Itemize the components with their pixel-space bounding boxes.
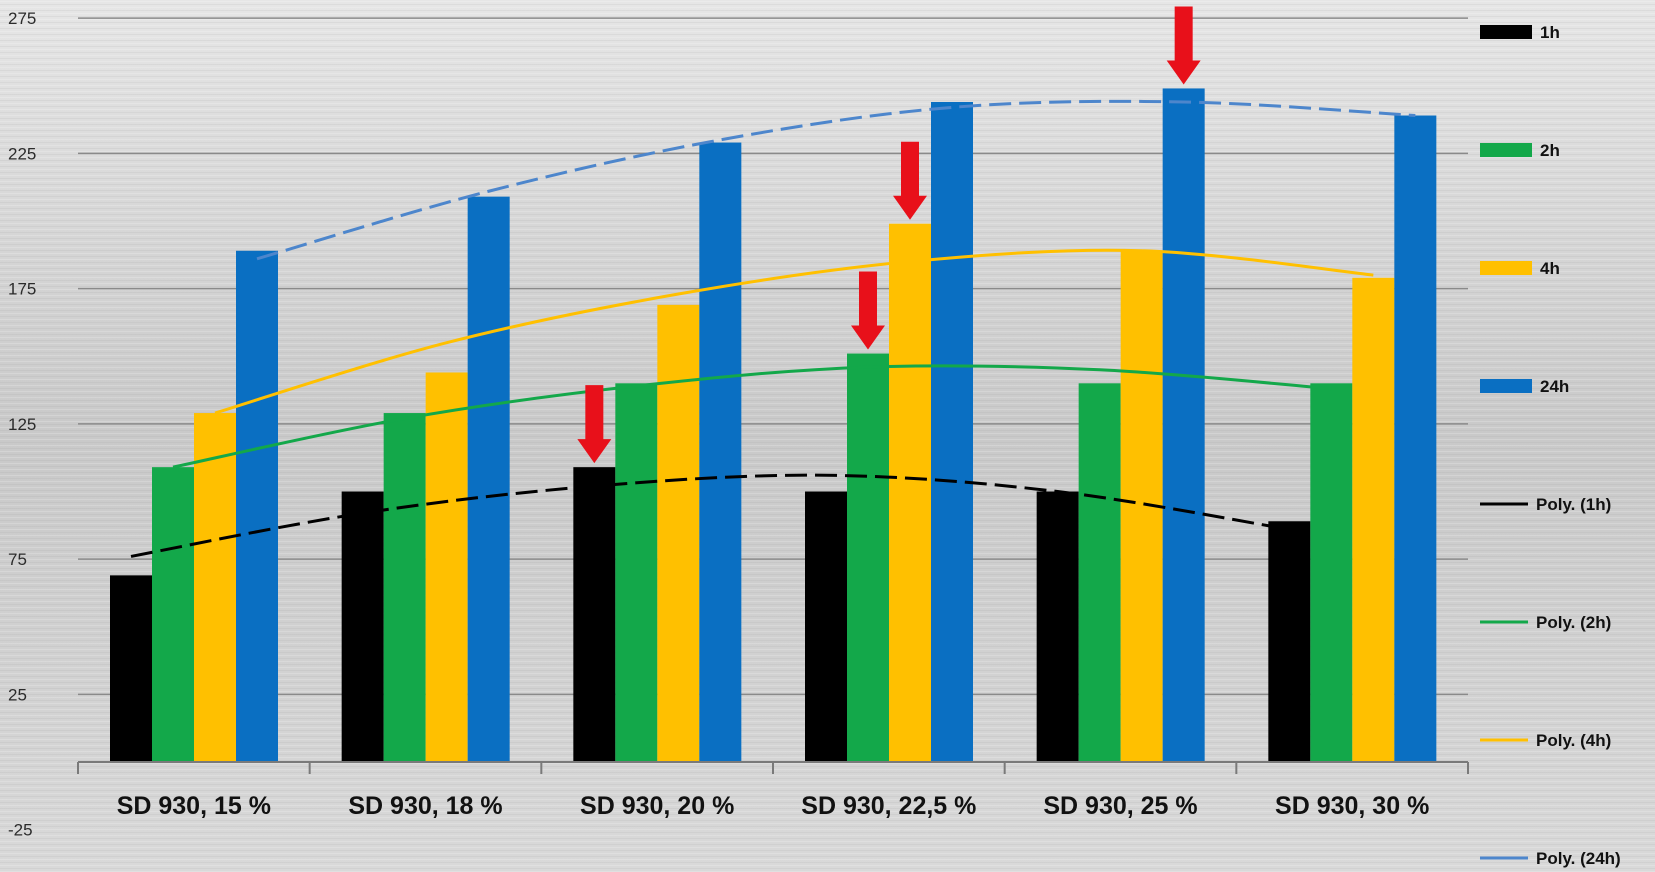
bar-24h-sd-930-25 (1163, 88, 1205, 762)
bar-24h-sd-930-18 (468, 197, 510, 762)
bar-2h-sd-930-15 (152, 467, 194, 762)
bar-1h-sd-930-30 (1268, 521, 1310, 762)
bar-2h-sd-930-25 (1079, 383, 1121, 762)
bar-24h-sd-930-15 (236, 251, 278, 762)
bar-2h-sd-930-20 (615, 383, 657, 762)
y-tick-label: 175 (8, 280, 36, 299)
bar-4h-sd-930-15 (194, 413, 236, 762)
bar-2h-sd-930-30 (1310, 383, 1352, 762)
y-tick-label: 275 (8, 9, 36, 28)
bar-2h-sd-930-18 (384, 413, 426, 762)
legend-swatch-1h (1480, 25, 1532, 39)
bar-1h-sd-930-20 (573, 467, 615, 762)
category-label-sd-930-15: SD 930, 15 % (117, 792, 271, 820)
bar-2h-sd-930-22-5 (847, 354, 889, 762)
legend-label-2h: 2h (1540, 141, 1560, 160)
bar-24h-sd-930-20 (699, 143, 741, 762)
legend-swatch-4h (1480, 261, 1532, 275)
legend-label-poly-1h: Poly. (1h) (1536, 495, 1611, 514)
bar-4h-sd-930-18 (426, 372, 468, 762)
category-label-sd-930-20: SD 930, 20 % (580, 792, 734, 820)
legend-label-1h: 1h (1540, 23, 1560, 42)
legend-label-24h: 24h (1540, 377, 1569, 396)
bar-4h-sd-930-30 (1352, 278, 1394, 762)
bar-24h-sd-930-22-5 (931, 102, 973, 762)
bar-1h-sd-930-22-5 (805, 492, 847, 763)
y-tick-label: 25 (8, 685, 27, 704)
bar-1h-sd-930-18 (342, 492, 384, 763)
bar-24h-sd-930-30 (1394, 116, 1436, 762)
legend-swatch-24h (1480, 379, 1532, 393)
legend-label-poly-4h: Poly. (4h) (1536, 731, 1611, 750)
legend-swatch-2h (1480, 143, 1532, 157)
y-tick-label: 125 (8, 415, 36, 434)
category-label-sd-930-25: SD 930, 25 % (1043, 792, 1197, 820)
legend-label-poly-24h: Poly. (24h) (1536, 849, 1621, 868)
bar-4h-sd-930-22-5 (889, 224, 931, 762)
legend-label-poly-2h: Poly. (2h) (1536, 613, 1611, 632)
bar-1h-sd-930-15 (110, 575, 152, 762)
legend-label-4h: 4h (1540, 259, 1560, 278)
y-tick-label: 75 (8, 550, 27, 569)
y-tick-label: -25 (8, 821, 33, 840)
category-label-sd-930-22-5: SD 930, 22,5 % (801, 792, 976, 820)
category-label-sd-930-18: SD 930, 18 % (348, 792, 502, 820)
category-label-sd-930-30: SD 930, 30 % (1275, 792, 1429, 820)
bar-4h-sd-930-20 (657, 305, 699, 762)
bar-1h-sd-930-25 (1037, 492, 1079, 763)
y-tick-label: 225 (8, 144, 36, 163)
